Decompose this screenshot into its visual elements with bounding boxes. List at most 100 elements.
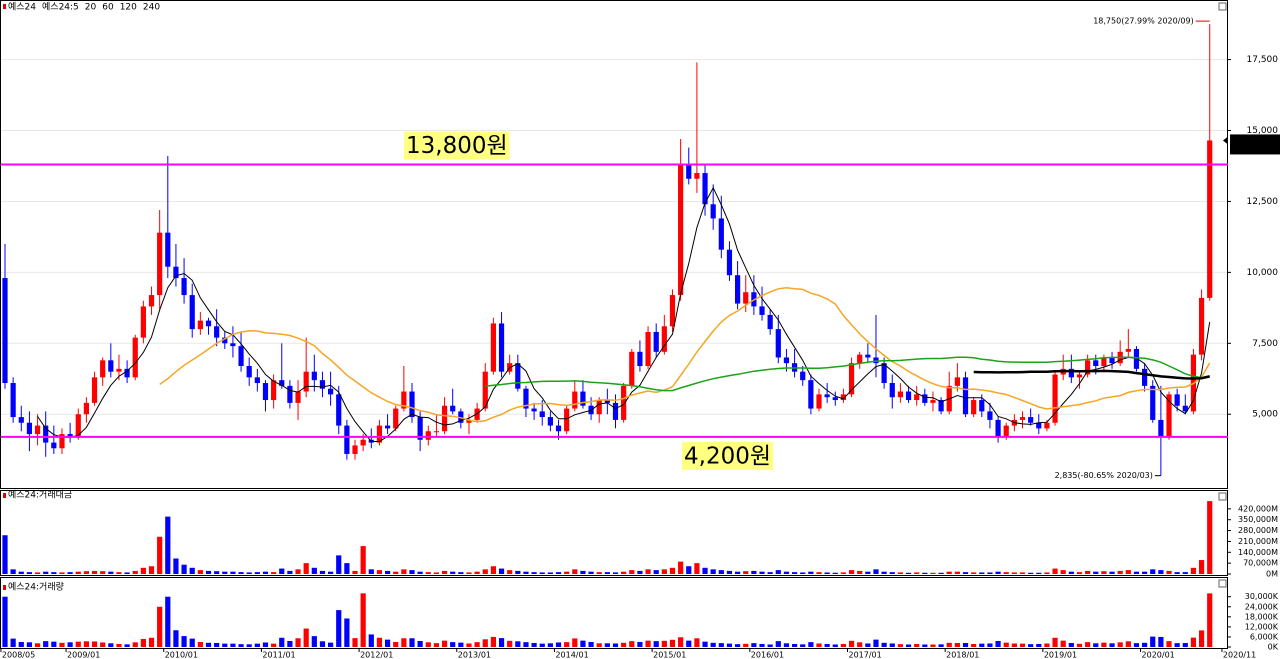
candle-body [450, 405, 456, 412]
volume-bar [75, 571, 81, 574]
volume-bar [873, 639, 879, 647]
candle-body [279, 380, 285, 386]
volume-bar [67, 572, 73, 574]
candle-body [124, 368, 130, 378]
volume-bar [1011, 643, 1017, 647]
candle-body [1068, 368, 1074, 378]
candle-body [637, 351, 643, 366]
volume-bar [637, 570, 643, 574]
candle-body [230, 343, 236, 347]
volume-bar [930, 572, 936, 574]
volume-bar [157, 606, 163, 647]
volume-bar [246, 572, 252, 574]
legend-entry: 60 [102, 3, 114, 13]
volume-bar [897, 644, 903, 647]
candle-body [987, 411, 993, 420]
candle-body [710, 204, 716, 219]
volume-bar [425, 642, 431, 647]
candle-body [409, 391, 415, 418]
candle-body [848, 363, 855, 395]
moving-average [973, 369, 1210, 380]
volume-bar [539, 572, 545, 574]
candle-body [889, 383, 895, 398]
candle-body [653, 331, 659, 352]
candle-body [539, 411, 545, 418]
x-tick-label: 2015/01 [653, 651, 686, 659]
candle-body [59, 434, 65, 449]
volume-bar [694, 638, 700, 647]
volume-bar [254, 572, 260, 574]
volume-bar [368, 634, 374, 647]
candle-body [287, 385, 293, 403]
candle-body [2, 278, 8, 384]
volume-bar [1028, 644, 1034, 647]
volume-bar [1198, 560, 1205, 574]
volume-bar [783, 571, 790, 574]
volume-bar [751, 570, 757, 574]
volume-bar [132, 570, 138, 574]
panel-button[interactable] [1218, 2, 1227, 11]
candle-body [336, 394, 342, 426]
y-tick-label: 10,000 [1247, 268, 1279, 278]
y-tick-label: 140,000M [1238, 548, 1278, 557]
candle-body [1052, 374, 1058, 423]
volume-bar [458, 572, 464, 574]
candle-body [1174, 394, 1180, 406]
volume-bar [889, 572, 895, 574]
volume-bar [59, 642, 65, 647]
x-tick-label: 2019/01 [1044, 651, 1077, 659]
x-tick-label: 2018/01 [946, 651, 979, 659]
candle-body [881, 363, 887, 384]
candle-body [1093, 360, 1099, 366]
volume-bar [295, 569, 301, 574]
volume-bar [100, 571, 106, 574]
volume-bar [767, 572, 773, 574]
volume-bar [1003, 572, 1009, 574]
volume-bar [376, 570, 383, 574]
candle-body [43, 425, 49, 443]
volume-bar [840, 572, 847, 574]
volume-bar [230, 643, 236, 647]
volume-bar [108, 571, 114, 574]
candle-body [767, 314, 773, 330]
candle-body [840, 394, 847, 401]
volume-bar [393, 641, 399, 647]
candle-body [1036, 422, 1042, 429]
volume-bar [995, 571, 1001, 574]
volume-bar [165, 596, 171, 647]
volume-bar [507, 640, 513, 647]
volume-bar [450, 571, 456, 574]
candle-body [547, 417, 553, 426]
panel-button[interactable] [1218, 492, 1227, 501]
candle-body [490, 323, 496, 372]
volume-bar [547, 572, 553, 574]
volume-bar [34, 572, 41, 574]
volume-bar [531, 572, 537, 574]
x-tick-label: 2012/01 [360, 651, 393, 659]
volume-bar [759, 571, 765, 574]
volume-bar [547, 643, 553, 647]
volume-bar [539, 643, 545, 647]
volume-bar [857, 570, 863, 574]
volume-bar [466, 572, 472, 574]
volume-bar [1068, 642, 1074, 647]
volume-bar [2, 535, 8, 574]
volume-bar [735, 644, 741, 647]
panel-button[interactable] [1218, 579, 1227, 588]
candle-body [18, 417, 24, 423]
volume-bar [222, 571, 228, 574]
volume-bar [979, 643, 985, 647]
volume-bar [783, 643, 790, 647]
volume-bar [214, 571, 220, 574]
legend-entry: 20 [85, 3, 97, 13]
volume-bar [1158, 570, 1164, 574]
volume-bar [368, 569, 374, 574]
volume-bar [1052, 637, 1058, 647]
volume-bar [124, 644, 130, 647]
volume-bar [897, 572, 903, 574]
volume-bar [311, 567, 317, 574]
volume-bar [848, 640, 855, 647]
volume-bar [971, 643, 977, 647]
volume-bar [637, 641, 643, 647]
last-price: 14,650 [1247, 135, 1279, 145]
